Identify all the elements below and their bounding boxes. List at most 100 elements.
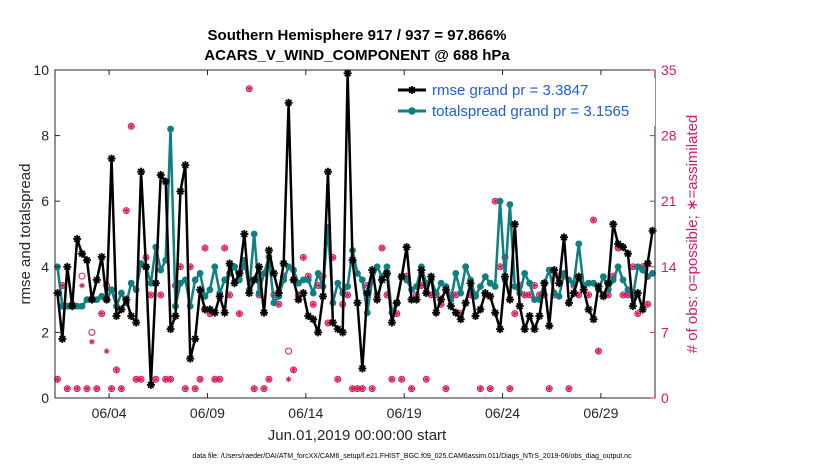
rmse-point — [220, 308, 229, 317]
obs-assimilated-point — [246, 85, 253, 92]
obs-assimilated-point — [334, 376, 341, 383]
obs-assimilated-point — [133, 376, 139, 383]
rmse-point — [623, 249, 632, 258]
rmse-point — [284, 98, 293, 107]
rmse-point — [151, 279, 160, 288]
obs-assimilated-point — [423, 376, 430, 383]
rmse-point — [363, 289, 372, 298]
obs-possible-point — [506, 385, 514, 393]
obs-assimilated-point — [113, 367, 120, 373]
obs-assimilated-point — [300, 254, 307, 261]
totalspread-point — [526, 279, 533, 287]
rmse-point — [230, 279, 239, 288]
chart-title: Southern Hemisphere 917 / 937 = 97.866% — [208, 27, 507, 44]
obs-possible-point — [245, 85, 253, 93]
rmse-point — [279, 259, 288, 268]
totalspread-point — [93, 296, 101, 303]
rmse-point — [186, 354, 195, 363]
y-axis-right-label: # of obs: o=possible; ∗=assimilated — [684, 115, 701, 354]
rmse-point — [146, 380, 155, 389]
rmse-point — [619, 243, 628, 252]
rmse-point — [574, 272, 583, 281]
totalspread-point — [344, 283, 352, 290]
rmse-point — [319, 292, 328, 301]
rmse-point — [274, 289, 283, 298]
rmse-point — [240, 230, 249, 238]
totalspread-point — [437, 279, 445, 287]
rmse-point — [417, 266, 426, 275]
rmse-point — [446, 302, 455, 311]
obs-assimilated-point — [630, 264, 636, 270]
totalspread-point — [481, 273, 489, 281]
rmse-point — [260, 308, 269, 317]
obs-assimilated-point — [546, 385, 553, 392]
rmse-point — [560, 233, 569, 242]
totalspread-point — [334, 279, 342, 287]
totalspread-point — [314, 269, 322, 277]
totalspread-point — [295, 279, 302, 287]
obs-assimilated-point — [89, 338, 95, 345]
rmse-point — [530, 325, 539, 334]
rmse-point — [609, 220, 618, 229]
rmse-point — [471, 312, 480, 320]
rmse-point — [309, 315, 318, 324]
obs-possible-point — [83, 385, 91, 393]
rmse-point — [594, 282, 603, 291]
rmse-point — [491, 308, 500, 317]
obs-assimilated-point — [310, 301, 316, 308]
obs-assimilated-point — [285, 376, 292, 383]
obs-assimilated-point — [192, 385, 198, 392]
obs-possible-point — [442, 385, 450, 393]
obs-assimilated-point — [182, 385, 189, 392]
obs-possible-point — [309, 300, 317, 308]
rmse-point — [392, 298, 401, 307]
totalspread-point — [649, 269, 656, 277]
rmse-point — [368, 266, 377, 275]
obs-possible-point — [565, 385, 573, 393]
obs-assimilated-point — [290, 367, 297, 373]
obs-possible-point — [152, 375, 160, 383]
totalspread-point — [358, 276, 366, 284]
plot-frame — [54, 69, 656, 399]
obs-possible-point — [122, 207, 130, 215]
totalspread-point — [486, 279, 494, 287]
rmse-point — [555, 279, 564, 288]
obs-assimilated-point — [94, 385, 100, 392]
totalspread-point — [147, 279, 155, 287]
rmse-line — [56, 72, 654, 387]
rmse-point — [181, 161, 190, 170]
rmse-point — [437, 295, 446, 304]
totalspread-point — [545, 266, 553, 274]
x-tick-label: 06/24 — [485, 405, 520, 421]
rmse-point — [338, 328, 347, 337]
totalspread-point — [599, 273, 607, 281]
legend-box — [390, 78, 655, 126]
obs-possible-point — [511, 310, 519, 318]
totalspread-point — [250, 230, 258, 238]
obs-possible-point — [378, 244, 386, 252]
rmse-point — [550, 266, 559, 275]
rmse-point — [432, 308, 441, 317]
totalspread-point — [614, 263, 622, 271]
rmse-point — [191, 334, 200, 343]
y-tick-label: 6 — [41, 193, 49, 209]
rmse-point — [579, 285, 588, 294]
y-axis-right: 0 7 14 21 28 35 — [650, 62, 677, 406]
rmse-point — [589, 315, 598, 324]
totalspread-point — [373, 263, 381, 271]
obs-possible-point — [590, 216, 598, 224]
totalspread-point — [221, 276, 229, 284]
totalspread-point — [491, 283, 499, 290]
obs-possible-point — [78, 272, 86, 280]
rmse-point — [166, 325, 175, 334]
rmse-point — [97, 252, 106, 261]
obs-assimilated-point — [526, 292, 533, 298]
obs-assimilated-point — [492, 198, 498, 204]
obs-assimilated-point — [148, 292, 154, 298]
obs-possible-point — [634, 310, 642, 318]
totalspread-point — [167, 125, 174, 133]
obs-assimilated-point — [453, 292, 459, 298]
obs-possible-point — [112, 366, 120, 374]
obs-possible-point — [93, 385, 101, 393]
